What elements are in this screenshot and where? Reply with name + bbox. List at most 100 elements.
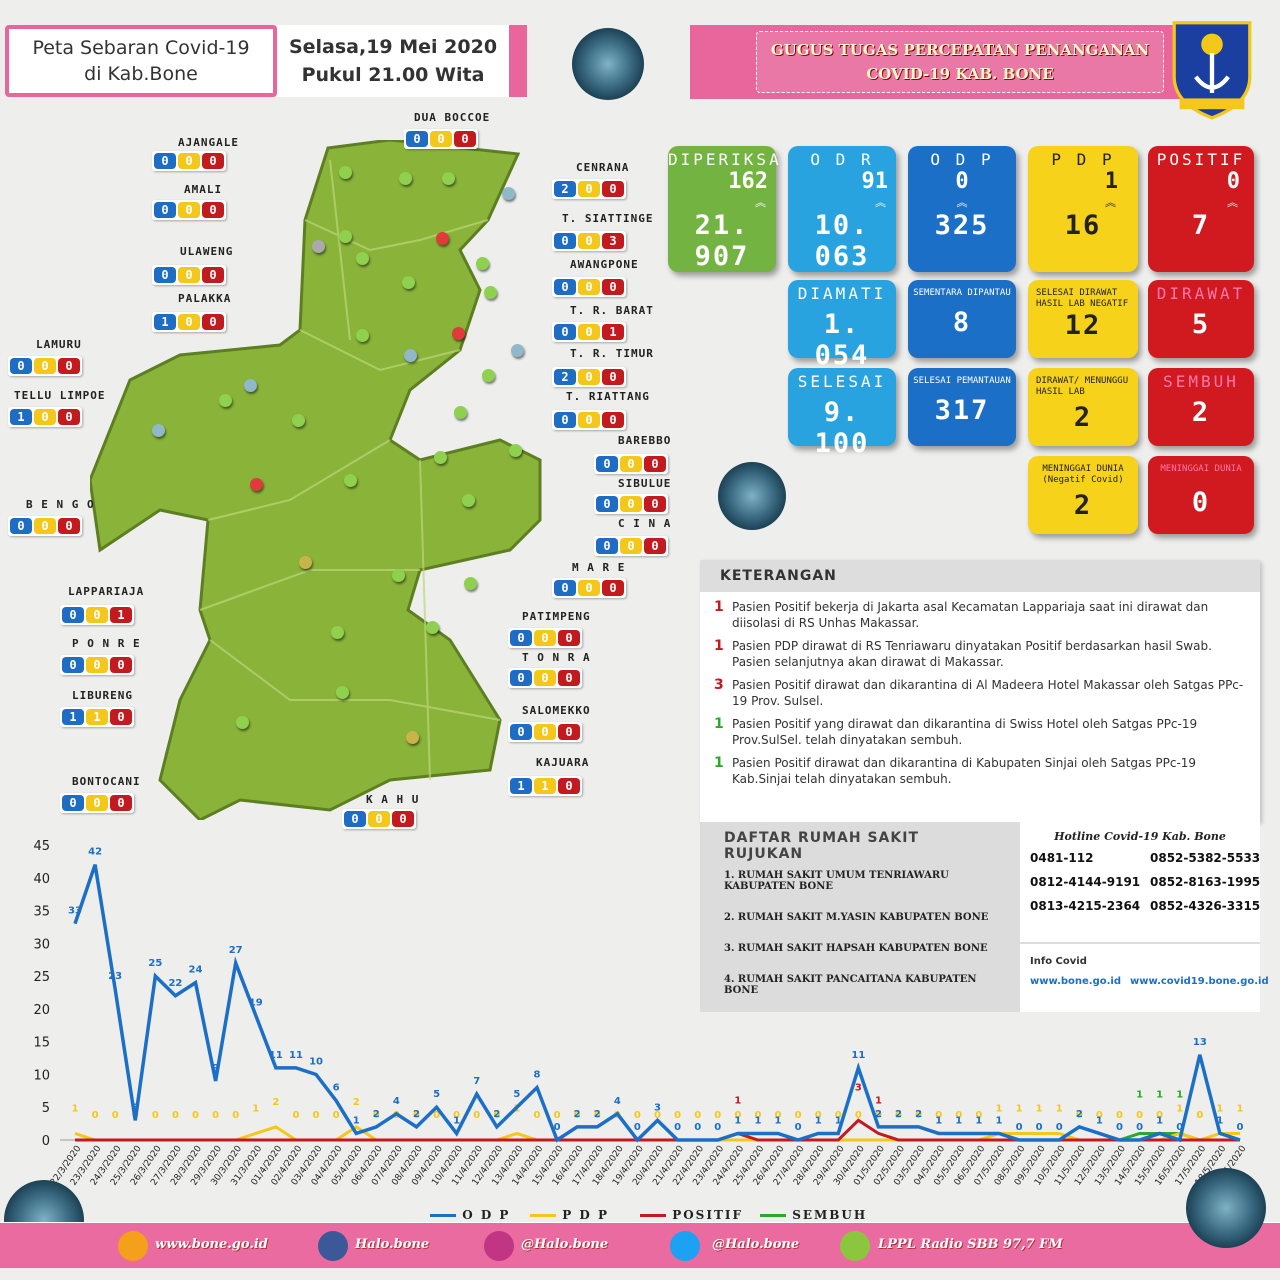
- location-name: ULAWENG: [180, 245, 234, 258]
- odp-count: 0: [154, 153, 176, 169]
- data-label-odp: 5: [433, 1089, 440, 1100]
- data-label-odp: 8: [533, 1070, 540, 1081]
- location-name: K A H U: [366, 793, 420, 806]
- data-label-pdp: 0: [413, 1110, 420, 1121]
- stat-pdp: P D P 1 ︽ 16: [1028, 146, 1138, 272]
- kabupaten-bone-logo: [1172, 21, 1252, 120]
- info-link-bone[interactable]: www.bone.go.id: [1030, 976, 1122, 987]
- hospital-list: DAFTAR RUMAH SAKIT RUJUKAN 1. RUMAH SAKI…: [700, 822, 1020, 1012]
- data-label-pdp: 0: [92, 1110, 99, 1121]
- hotline-number[interactable]: 0852-8163-1995: [1150, 875, 1261, 889]
- map-pin: [509, 444, 522, 457]
- map-pin: [331, 626, 344, 639]
- data-label-odp: 0: [694, 1122, 701, 1133]
- odp-count: 2: [554, 181, 576, 197]
- positif-count: 0: [58, 518, 80, 534]
- data-label-odp: 2: [895, 1109, 902, 1120]
- footer-instagram-link[interactable]: @Halo.bone: [521, 1237, 609, 1252]
- footer-facebook-link[interactable]: Halo.bone: [355, 1237, 430, 1252]
- map-pin: [436, 232, 449, 245]
- footer-twitter-link[interactable]: @Halo.bone: [712, 1237, 800, 1252]
- odp-count: 0: [154, 202, 176, 218]
- odp-count: 0: [62, 657, 84, 673]
- data-label-odp: 11: [269, 1050, 283, 1061]
- stat-selesai-dirawat: SELESAI DIRAWAT HASIL LAB NEGATIF 12: [1028, 280, 1138, 358]
- data-label-pdp: 0: [1096, 1110, 1103, 1121]
- data-label-odp: 7: [473, 1076, 480, 1087]
- info-link-covid19[interactable]: www.covid19.bone.go.id: [1130, 976, 1269, 987]
- map-pin: [299, 556, 312, 569]
- info-label: Info Covid: [1030, 956, 1087, 967]
- data-label-odp: 2: [1076, 1109, 1083, 1120]
- virus-icon: [1186, 1168, 1266, 1248]
- hotline-number[interactable]: 0852-4326-3315: [1150, 899, 1261, 913]
- pdp-count: 0: [86, 795, 108, 811]
- map-pin: [454, 406, 467, 419]
- data-label-odp: 0: [1136, 1122, 1143, 1133]
- chevron-up-icon: ︽: [1105, 196, 1116, 209]
- pdp-count: 0: [578, 324, 600, 340]
- location-name: T. R. BARAT: [570, 304, 654, 317]
- positif-count: 0: [558, 724, 580, 740]
- keterangan-item: 1 Pasien Positif yang dirawat dan dikaran…: [714, 716, 1244, 748]
- data-label-pdp: 0: [895, 1110, 902, 1121]
- data-label-pdp: 0: [754, 1110, 761, 1121]
- data-label-odp: 4: [614, 1096, 621, 1107]
- data-label-pdp: 1: [995, 1103, 1002, 1114]
- twitter-icon: [670, 1231, 700, 1261]
- footer-web-link[interactable]: www.bone.go.id: [155, 1237, 268, 1252]
- hotline-number[interactable]: 0852-5382-5533: [1150, 851, 1261, 865]
- stat-selesai: SELESAI 9. 100: [788, 368, 896, 459]
- pdp-count: 0: [178, 153, 200, 169]
- map-pin: [426, 621, 439, 634]
- hotline-number[interactable]: 0812-4144-9191: [1030, 875, 1141, 889]
- stat-sementara-dipantau: SEMENTARA DIPANTAU 8: [908, 280, 1016, 358]
- data-label-odp: 3: [654, 1102, 661, 1113]
- stat-meninggal-negatif: MENINGGAI DUNIA (Negatif Covid) 2: [1028, 456, 1138, 534]
- data-label-pdp: 0: [212, 1110, 219, 1121]
- data-label-odp: 2: [413, 1109, 420, 1120]
- data-label-pdp: 0: [594, 1110, 601, 1121]
- map-pin: [399, 172, 412, 185]
- location-name: LAMURU: [36, 338, 82, 351]
- location-name: T. RIATTANG: [566, 390, 650, 403]
- data-label-odp: 5: [513, 1089, 520, 1100]
- stat-sembuh: SEMBUH 2: [1148, 368, 1254, 446]
- data-label-pdp: 0: [1136, 1110, 1143, 1121]
- pdp-count: 0: [578, 181, 600, 197]
- data-label-odp: 1: [754, 1115, 761, 1126]
- legend-sembuh: SEMBUH: [760, 1208, 867, 1222]
- footer-radio-link[interactable]: LPPL Radio SBB 97,7 FM: [878, 1237, 1063, 1252]
- data-label-odp: 1: [815, 1115, 822, 1126]
- map-pin: [442, 172, 455, 185]
- map-pin: [250, 478, 263, 491]
- location-name: SIBULUE: [618, 477, 672, 490]
- data-label-pdp: 0: [875, 1110, 882, 1121]
- data-label-odp: 0: [1036, 1122, 1043, 1133]
- data-label-odp: 2: [915, 1109, 922, 1120]
- odp-count: 0: [62, 795, 84, 811]
- data-label-sembuh: 1: [1176, 1089, 1183, 1100]
- location-name: B E N G O: [26, 498, 95, 511]
- map-title: Peta Sebaran Covid-19 di Kab.Bone: [5, 25, 277, 97]
- hotline-number[interactable]: 0813-4215-2364: [1030, 899, 1141, 913]
- stat-positif: POSITIF 0 ︽ 7: [1148, 146, 1254, 272]
- data-label-odp: 11: [851, 1050, 865, 1061]
- location-name: PATIMPENG: [522, 610, 591, 623]
- data-label-odp: 42: [88, 847, 102, 858]
- data-label-odp: 0: [554, 1122, 561, 1133]
- pdp-count: 0: [620, 496, 642, 512]
- pdp-count: 1: [86, 709, 108, 725]
- hotline-number[interactable]: 0481-112: [1030, 851, 1094, 865]
- bone-regency-map: [90, 140, 542, 820]
- map-pin: [339, 230, 352, 243]
- data-label-odp: 0: [795, 1122, 802, 1133]
- keterangan-count: 1: [714, 716, 724, 732]
